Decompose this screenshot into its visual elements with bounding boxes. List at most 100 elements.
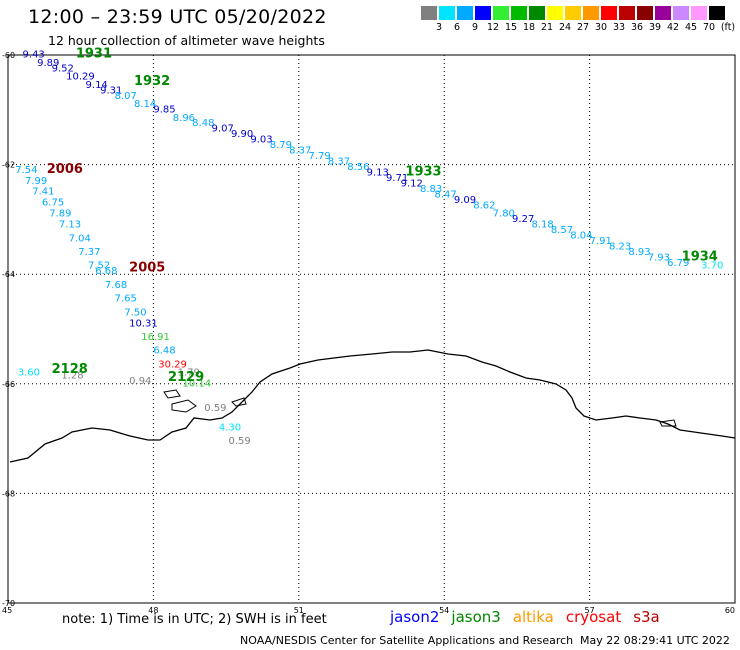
colorbar-swatch (583, 6, 600, 20)
wave-height-value: 1.79 (178, 368, 200, 379)
colorbar-swatch (529, 6, 546, 20)
colorbar-tick-label: 30 (594, 22, 608, 33)
legend-entry-altika: altika (512, 608, 554, 626)
wave-height-value: 9.90 (231, 129, 253, 140)
wave-height-value: 0.59 (204, 403, 226, 414)
colorbar-tick-label: 27 (576, 22, 590, 33)
pass-number-label: 1931 (76, 47, 112, 62)
pass-number-label: 1934 (682, 250, 718, 265)
wave-height-value: 4.30 (219, 422, 241, 433)
island-outline (163, 389, 181, 399)
wave-height-value: 9.31 (100, 85, 122, 96)
wave-height-value: 3.70 (701, 261, 723, 272)
colorbar-swatch (691, 6, 708, 20)
colorbar-tick-label: 70 (702, 22, 716, 33)
wave-height-value: 7.79 (308, 151, 330, 162)
colorbar-tick-label: 15 (504, 22, 518, 33)
wave-height-value: 1.28 (61, 370, 83, 381)
wave-height-value: 7.80 (493, 209, 515, 220)
pass-number-label: 2005 (129, 260, 165, 275)
pass-labels: 1931 1932 2006 1933 2005 1934 2128 2129 (47, 47, 718, 385)
wave-height-value: 8.93 (628, 247, 650, 258)
colorbar-swatch (637, 6, 654, 20)
colorbar-swatch (655, 6, 672, 20)
colorbar-tick-label: 9 (471, 22, 479, 33)
wave-height-value: 10.14 (182, 379, 211, 390)
colorbar-tick-label: 6 (453, 22, 461, 33)
wave-height-value: 8.14 (134, 99, 156, 110)
pass-number-label: 1932 (134, 74, 170, 89)
colorbar-tick-label: 24 (558, 22, 572, 33)
wave-height-value: 9.43 (23, 50, 45, 61)
coastline-path (9, 349, 736, 463)
map-border (7, 54, 736, 604)
colorbar-swatch (493, 6, 510, 20)
colorbar-tick-label: 36 (630, 22, 644, 33)
wave-height-value: 8.37 (289, 146, 311, 157)
wave-height-value: 8.83 (420, 184, 442, 195)
wave-height-value: 8.62 (473, 200, 495, 211)
latitude-label: -60 (2, 51, 15, 60)
latitude-label: -68 (2, 489, 15, 498)
colorbar-tick-label: 21 (540, 22, 554, 33)
island-outline (171, 399, 197, 413)
map-frame (7, 54, 736, 604)
colorbar-swatch (601, 6, 618, 20)
pass-number-label: 1933 (405, 165, 441, 180)
colorbar-tick-label: 42 (666, 22, 680, 33)
legend-entry-jason3: jason3 (451, 608, 501, 626)
colorbar-tick-label: 33 (612, 22, 626, 33)
wave-height-value: 8.23 (609, 242, 631, 253)
wave-height-value: 7.50 (124, 307, 146, 318)
pass-number-label: 2006 (47, 162, 83, 177)
wave-height-value: 9.85 (153, 105, 175, 116)
wave-height-value: 8.79 (270, 140, 292, 151)
longitude-label: 54 (439, 606, 449, 615)
wave-height-value: 8.47 (435, 189, 457, 200)
colorbar-swatch (511, 6, 528, 20)
longitude-label: 57 (585, 606, 595, 615)
latitude-label: -70 (2, 599, 15, 608)
wave-height-value: 7.99 (25, 176, 47, 187)
wave-height-value: 9.71 (386, 173, 408, 184)
wave-height-value: 8.18 (531, 220, 553, 231)
wave-height-value: 7.37 (78, 247, 100, 258)
wave-height-value: 8.96 (173, 113, 195, 124)
colorbar-tick-label: 12 (486, 22, 500, 33)
colorbar-tick-label: 45 (684, 22, 698, 33)
longitude-label: 60 (725, 606, 735, 615)
colorbar-swatch (709, 6, 726, 20)
wave-height-value: 7.54 (15, 165, 37, 176)
wave-height-value: 7.04 (69, 233, 91, 244)
wave-height-value: 7.41 (32, 187, 54, 198)
wave-height-value: 7.91 (590, 236, 612, 247)
satellite-legend: jason2 jason3 altika cryosat s3a (390, 608, 672, 626)
colorbar-tick-label: 39 (648, 22, 662, 33)
wave-height-value: 8.48 (192, 118, 214, 129)
colorbar-swatch (619, 6, 636, 20)
wave-height-value: 6.79 (667, 258, 689, 269)
legend-entry-cryosat: cryosat (565, 608, 622, 626)
longitude-label: 45 (2, 606, 12, 615)
colorbar-swatch (439, 6, 456, 20)
wave-height-value: 9.52 (52, 63, 74, 74)
wave-height-value: 0.94 (129, 376, 151, 387)
wave-height-value: 8.04 (570, 231, 592, 242)
wave-height-value: 8.07 (115, 91, 137, 102)
wave-height-value: 9.14 (86, 80, 108, 91)
wave-height-value: 3.60 (18, 368, 40, 379)
wave-height-value: 7.89 (49, 209, 71, 220)
longitude-label: 48 (148, 606, 158, 615)
wave-height-value: 10.31 (129, 318, 158, 329)
wave-height-value: 9.09 (454, 195, 476, 206)
wave-height-labels: 9.439.899.5210.299.149.318.078.149.858.9… (15, 50, 723, 447)
longitude-label: 51 (294, 606, 304, 615)
wave-height-value: 7.13 (59, 220, 81, 231)
wave-height-value: 7.65 (115, 294, 137, 305)
page-title: 12:00 – 23:59 UTC 05/20/2022 (28, 6, 327, 28)
colorbar-swatch (475, 6, 492, 20)
wave-height-value: 6.48 (153, 346, 175, 357)
wave-height-value: 9.27 (512, 214, 534, 225)
